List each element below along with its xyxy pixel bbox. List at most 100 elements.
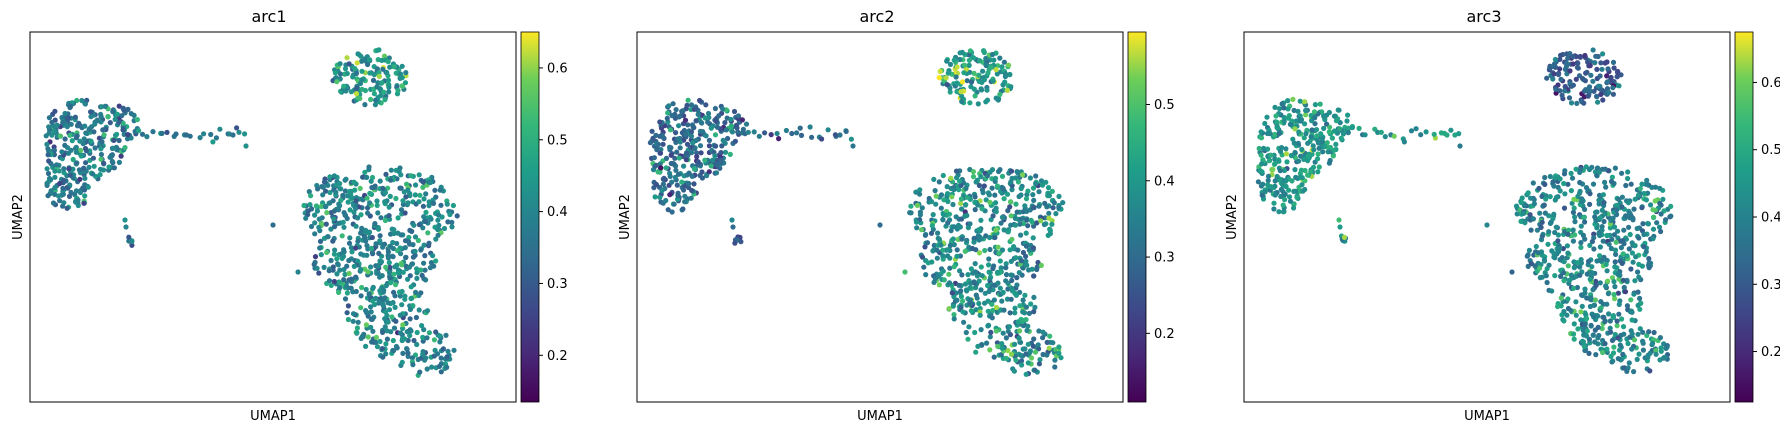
- scatter-point: [978, 174, 984, 180]
- scatter-point: [438, 369, 444, 375]
- scatter-point: [980, 190, 986, 196]
- scatter-point: [387, 264, 393, 270]
- scatter-point: [1038, 218, 1044, 224]
- scatter-point: [1256, 145, 1262, 152]
- scatter-point: [1586, 258, 1592, 264]
- scatter-point: [421, 214, 427, 220]
- scatter-point: [762, 130, 768, 136]
- scatter-point: [73, 188, 79, 194]
- scatter-point: [44, 166, 50, 172]
- scatter-point: [400, 350, 406, 356]
- scatter-point: [1619, 260, 1625, 266]
- scatter-point: [1653, 351, 1659, 357]
- scatter-point: [1045, 185, 1052, 191]
- scatter-point: [1448, 127, 1454, 133]
- scatter-point: [371, 91, 377, 97]
- scatter-point: [380, 185, 386, 191]
- scatter-point: [1570, 238, 1576, 244]
- scatter-point: [330, 238, 336, 244]
- scatter-point: [877, 222, 883, 228]
- scatter-point: [1271, 200, 1277, 206]
- scatter-point: [1281, 118, 1287, 124]
- colorbar-tick-label: 0.5: [1154, 98, 1175, 113]
- scatter-point: [1046, 215, 1052, 221]
- scatter-point: [1004, 87, 1011, 93]
- scatter-point: [998, 220, 1004, 226]
- scatter-point: [407, 273, 413, 279]
- scatter-point: [954, 253, 960, 259]
- scatter-point: [948, 228, 954, 234]
- scatter-point: [1026, 310, 1032, 316]
- scatter-point: [1020, 309, 1026, 315]
- scatter-point: [1011, 244, 1017, 250]
- scatter-point: [943, 75, 949, 81]
- scatter-point: [932, 188, 938, 194]
- scatter-point: [688, 195, 694, 201]
- scatter-point: [366, 57, 373, 63]
- scatter-point: [1615, 228, 1621, 234]
- scatter-point: [727, 151, 733, 157]
- scatter-point: [1555, 71, 1562, 78]
- scatter-point: [372, 221, 378, 227]
- scatter-point: [976, 227, 982, 233]
- scatter-point: [359, 68, 365, 74]
- scatter-point: [1592, 297, 1598, 303]
- scatter-point: [1591, 231, 1597, 237]
- scatter-point: [1537, 265, 1543, 271]
- scatter-point: [1277, 148, 1284, 154]
- scatter-point: [959, 98, 965, 105]
- scatter-point: [1514, 211, 1520, 217]
- scatter-point: [719, 143, 725, 149]
- colorbar-tick-label: 0.2: [547, 349, 568, 364]
- scatter-point: [685, 122, 691, 128]
- scatter-point: [376, 250, 382, 256]
- scatter-point: [353, 91, 360, 97]
- scatter-point: [929, 259, 935, 265]
- scatter-point: [1003, 278, 1009, 284]
- scatter-point: [1356, 125, 1362, 131]
- scatter-point: [1629, 250, 1635, 256]
- scatter-point: [969, 245, 976, 252]
- scatter-point: [1582, 347, 1588, 354]
- scatter-point: [312, 259, 318, 265]
- colorbar-tick-label: 0.2: [1154, 327, 1175, 342]
- colorbar-tick-label: 0.3: [547, 277, 568, 292]
- scatter-point: [340, 281, 346, 287]
- scatter-point: [705, 110, 712, 117]
- scatter-point: [1549, 288, 1555, 294]
- scatter-point: [1271, 206, 1277, 212]
- scatter-point: [1047, 231, 1053, 237]
- scatter-point: [1608, 245, 1614, 252]
- scatter-point: [1309, 151, 1315, 157]
- scatter-point: [1580, 232, 1586, 238]
- scatter-point: [951, 312, 957, 318]
- scatter-point: [1303, 107, 1309, 114]
- scatter-point: [1004, 191, 1011, 197]
- scatter-point: [1616, 301, 1622, 307]
- scatter-point: [1602, 166, 1608, 172]
- colorbar: 0.20.30.40.50.6: [520, 31, 568, 403]
- scatter-point: [1552, 56, 1558, 63]
- scatter-point: [420, 225, 426, 231]
- scatter-point: [1593, 53, 1599, 59]
- scatter-point: [436, 212, 442, 218]
- scatter-point: [1553, 86, 1559, 92]
- scatter-point: [342, 212, 349, 218]
- scatter-point: [61, 166, 67, 172]
- scatter-point: [98, 146, 104, 152]
- scatter-point: [410, 303, 416, 309]
- scatter-point: [1567, 51, 1573, 57]
- scatter-point: [1456, 131, 1462, 137]
- scatter-point: [411, 337, 417, 344]
- scatter-point: [948, 175, 954, 181]
- scatter-point: [1551, 254, 1557, 260]
- scatter-point: [76, 120, 82, 126]
- scatter-point: [789, 130, 795, 137]
- scatter-point: [45, 152, 51, 158]
- scatter-point: [1568, 170, 1574, 176]
- scatter-point: [1624, 253, 1630, 259]
- scatter-point: [1001, 227, 1007, 233]
- scatter-point: [940, 253, 946, 259]
- scatter-point: [1294, 194, 1300, 200]
- scatter-point: [1587, 303, 1593, 310]
